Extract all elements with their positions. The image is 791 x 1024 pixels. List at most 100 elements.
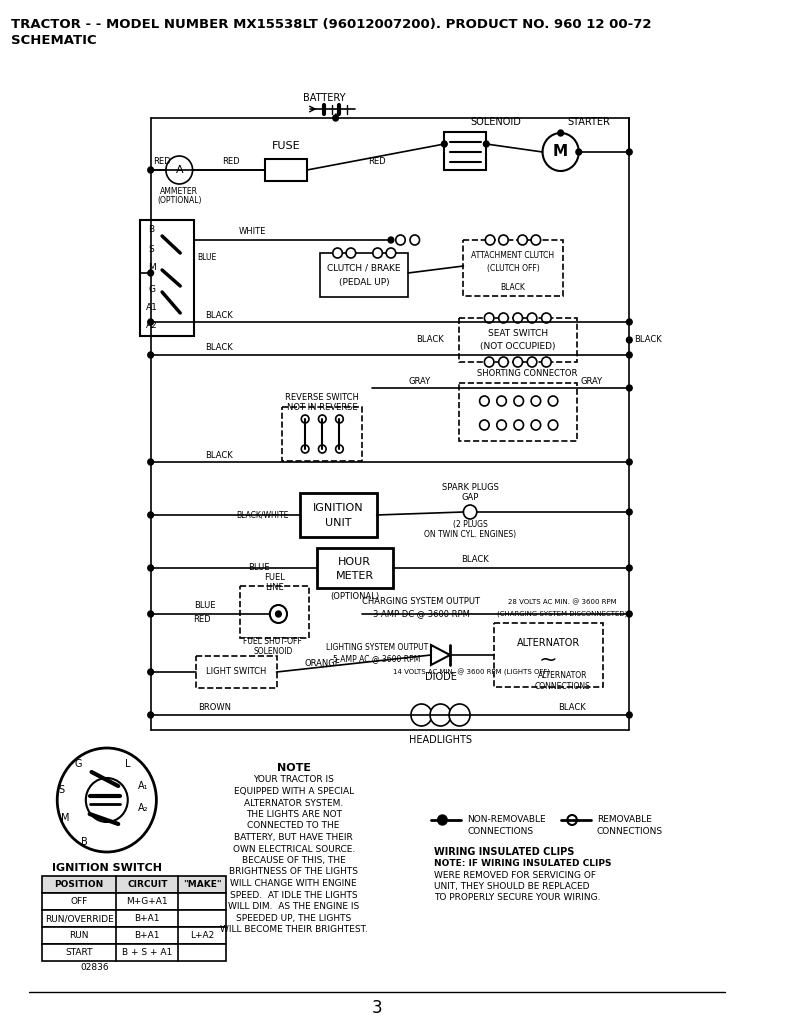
Circle shape (410, 234, 419, 245)
Text: THE LIGHTS ARE NOT: THE LIGHTS ARE NOT (246, 810, 342, 819)
Text: M: M (553, 144, 568, 160)
Bar (494, 623, 603, 687)
Text: BLUE: BLUE (197, 254, 217, 262)
Circle shape (301, 445, 309, 453)
Circle shape (626, 337, 632, 343)
Circle shape (57, 748, 157, 852)
Text: BECAUSE OF THIS, THE: BECAUSE OF THIS, THE (242, 856, 346, 865)
Circle shape (558, 130, 563, 136)
Circle shape (437, 815, 447, 825)
Circle shape (319, 415, 326, 423)
Text: OWN ELECTRICAL SOURCE.: OWN ELECTRICAL SOURCE. (233, 845, 355, 853)
Text: A₂: A₂ (138, 803, 148, 813)
Circle shape (483, 141, 489, 147)
Text: "MAKE": "MAKE" (183, 880, 221, 889)
Text: LIGHTING SYSTEM OUTPUT: LIGHTING SYSTEM OUTPUT (326, 643, 428, 652)
Circle shape (333, 115, 339, 121)
Text: G: G (148, 286, 155, 295)
Circle shape (148, 611, 153, 617)
Text: ALTERNATOR
CONNECTIONS: ALTERNATOR CONNECTIONS (535, 672, 591, 691)
Circle shape (441, 141, 447, 147)
Text: SOLENOID: SOLENOID (253, 647, 293, 656)
Circle shape (85, 778, 128, 822)
Text: B+A1: B+A1 (134, 931, 160, 940)
Circle shape (484, 313, 494, 323)
Circle shape (626, 509, 632, 515)
Text: (CHARGING SYSTEM DISCONNECTED): (CHARGING SYSTEM DISCONNECTED) (498, 610, 628, 617)
Text: (PEDAL UP): (PEDAL UP) (339, 278, 389, 287)
Circle shape (464, 505, 477, 519)
Text: FUEL: FUEL (264, 573, 285, 583)
Text: CIRCUIT: CIRCUIT (127, 880, 168, 889)
Text: AMMETER: AMMETER (161, 187, 199, 197)
Text: A: A (176, 165, 183, 175)
Text: RED: RED (222, 158, 240, 167)
Bar (282, 407, 362, 461)
Text: SPARK PLUGS: SPARK PLUGS (441, 482, 498, 492)
Text: A1: A1 (146, 303, 157, 312)
Circle shape (514, 420, 524, 430)
Text: IGNITION SWITCH: IGNITION SWITCH (51, 863, 162, 873)
Text: CHARGING SYSTEM OUTPUT: CHARGING SYSTEM OUTPUT (362, 597, 480, 606)
Text: DIODE: DIODE (425, 672, 456, 682)
Text: (NOT OCCUPIED): (NOT OCCUPIED) (480, 342, 555, 351)
Text: BLUE: BLUE (195, 600, 216, 609)
Text: CONNECTIONS: CONNECTIONS (597, 827, 663, 836)
Text: ALTERNATOR SYSTEM.: ALTERNATOR SYSTEM. (244, 799, 343, 808)
Text: IGNITION: IGNITION (313, 503, 364, 513)
Text: SCHEMATIC: SCHEMATIC (11, 34, 97, 47)
Text: POSITION: POSITION (55, 880, 104, 889)
Text: SOLENOID: SOLENOID (471, 117, 521, 127)
Circle shape (498, 313, 509, 323)
Text: ORANGE: ORANGE (305, 659, 340, 669)
Text: M: M (148, 263, 156, 272)
Bar (459, 318, 577, 362)
Bar (42, 876, 226, 893)
Text: REMOVABLE: REMOVABLE (597, 815, 652, 824)
Text: A2: A2 (146, 322, 157, 331)
Circle shape (498, 357, 509, 367)
Text: WHITE: WHITE (239, 227, 267, 237)
Text: METER: METER (335, 571, 374, 581)
Circle shape (449, 705, 470, 726)
Circle shape (148, 319, 153, 325)
Text: (OPTIONAL): (OPTIONAL) (330, 592, 379, 600)
Circle shape (148, 565, 153, 571)
Circle shape (479, 396, 489, 406)
Circle shape (497, 396, 506, 406)
Text: OFF: OFF (70, 897, 88, 906)
Text: LIGHT SWITCH: LIGHT SWITCH (206, 668, 267, 677)
Circle shape (626, 319, 632, 325)
Circle shape (386, 248, 396, 258)
Circle shape (626, 459, 632, 465)
Text: HEADLIGHTS: HEADLIGHTS (409, 735, 472, 745)
Circle shape (518, 234, 528, 245)
Text: WILL CHANGE WITH ENGINE: WILL CHANGE WITH ENGINE (230, 879, 357, 888)
Bar (316, 548, 393, 588)
Text: CLUTCH / BRAKE: CLUTCH / BRAKE (327, 263, 401, 272)
Circle shape (531, 396, 540, 406)
Bar (301, 493, 377, 537)
Text: CONNECTED TO THE: CONNECTED TO THE (248, 821, 340, 830)
Text: NOT IN REVERSE: NOT IN REVERSE (287, 403, 358, 413)
Circle shape (626, 385, 632, 391)
Text: ~: ~ (539, 650, 558, 670)
Text: BLUE: BLUE (248, 563, 270, 572)
Circle shape (148, 459, 153, 465)
Circle shape (514, 396, 524, 406)
Circle shape (542, 357, 551, 367)
Text: UNIT, THEY SHOULD BE REPLACED: UNIT, THEY SHOULD BE REPLACED (433, 882, 589, 891)
Bar (265, 159, 307, 181)
Text: RED: RED (368, 158, 385, 167)
Circle shape (498, 234, 509, 245)
Circle shape (548, 420, 558, 430)
Text: B + S + A1: B + S + A1 (122, 948, 172, 957)
Text: S: S (149, 246, 154, 255)
Text: BLACK: BLACK (634, 336, 662, 344)
Text: BATTERY, BUT HAVE THEIR: BATTERY, BUT HAVE THEIR (234, 833, 353, 842)
Text: BLACK: BLACK (558, 702, 586, 712)
Text: (CLUTCH OFF): (CLUTCH OFF) (486, 263, 539, 272)
Text: WILL DIM.  AS THE ENGINE IS: WILL DIM. AS THE ENGINE IS (228, 902, 359, 911)
Circle shape (513, 357, 523, 367)
Text: L: L (125, 759, 131, 769)
